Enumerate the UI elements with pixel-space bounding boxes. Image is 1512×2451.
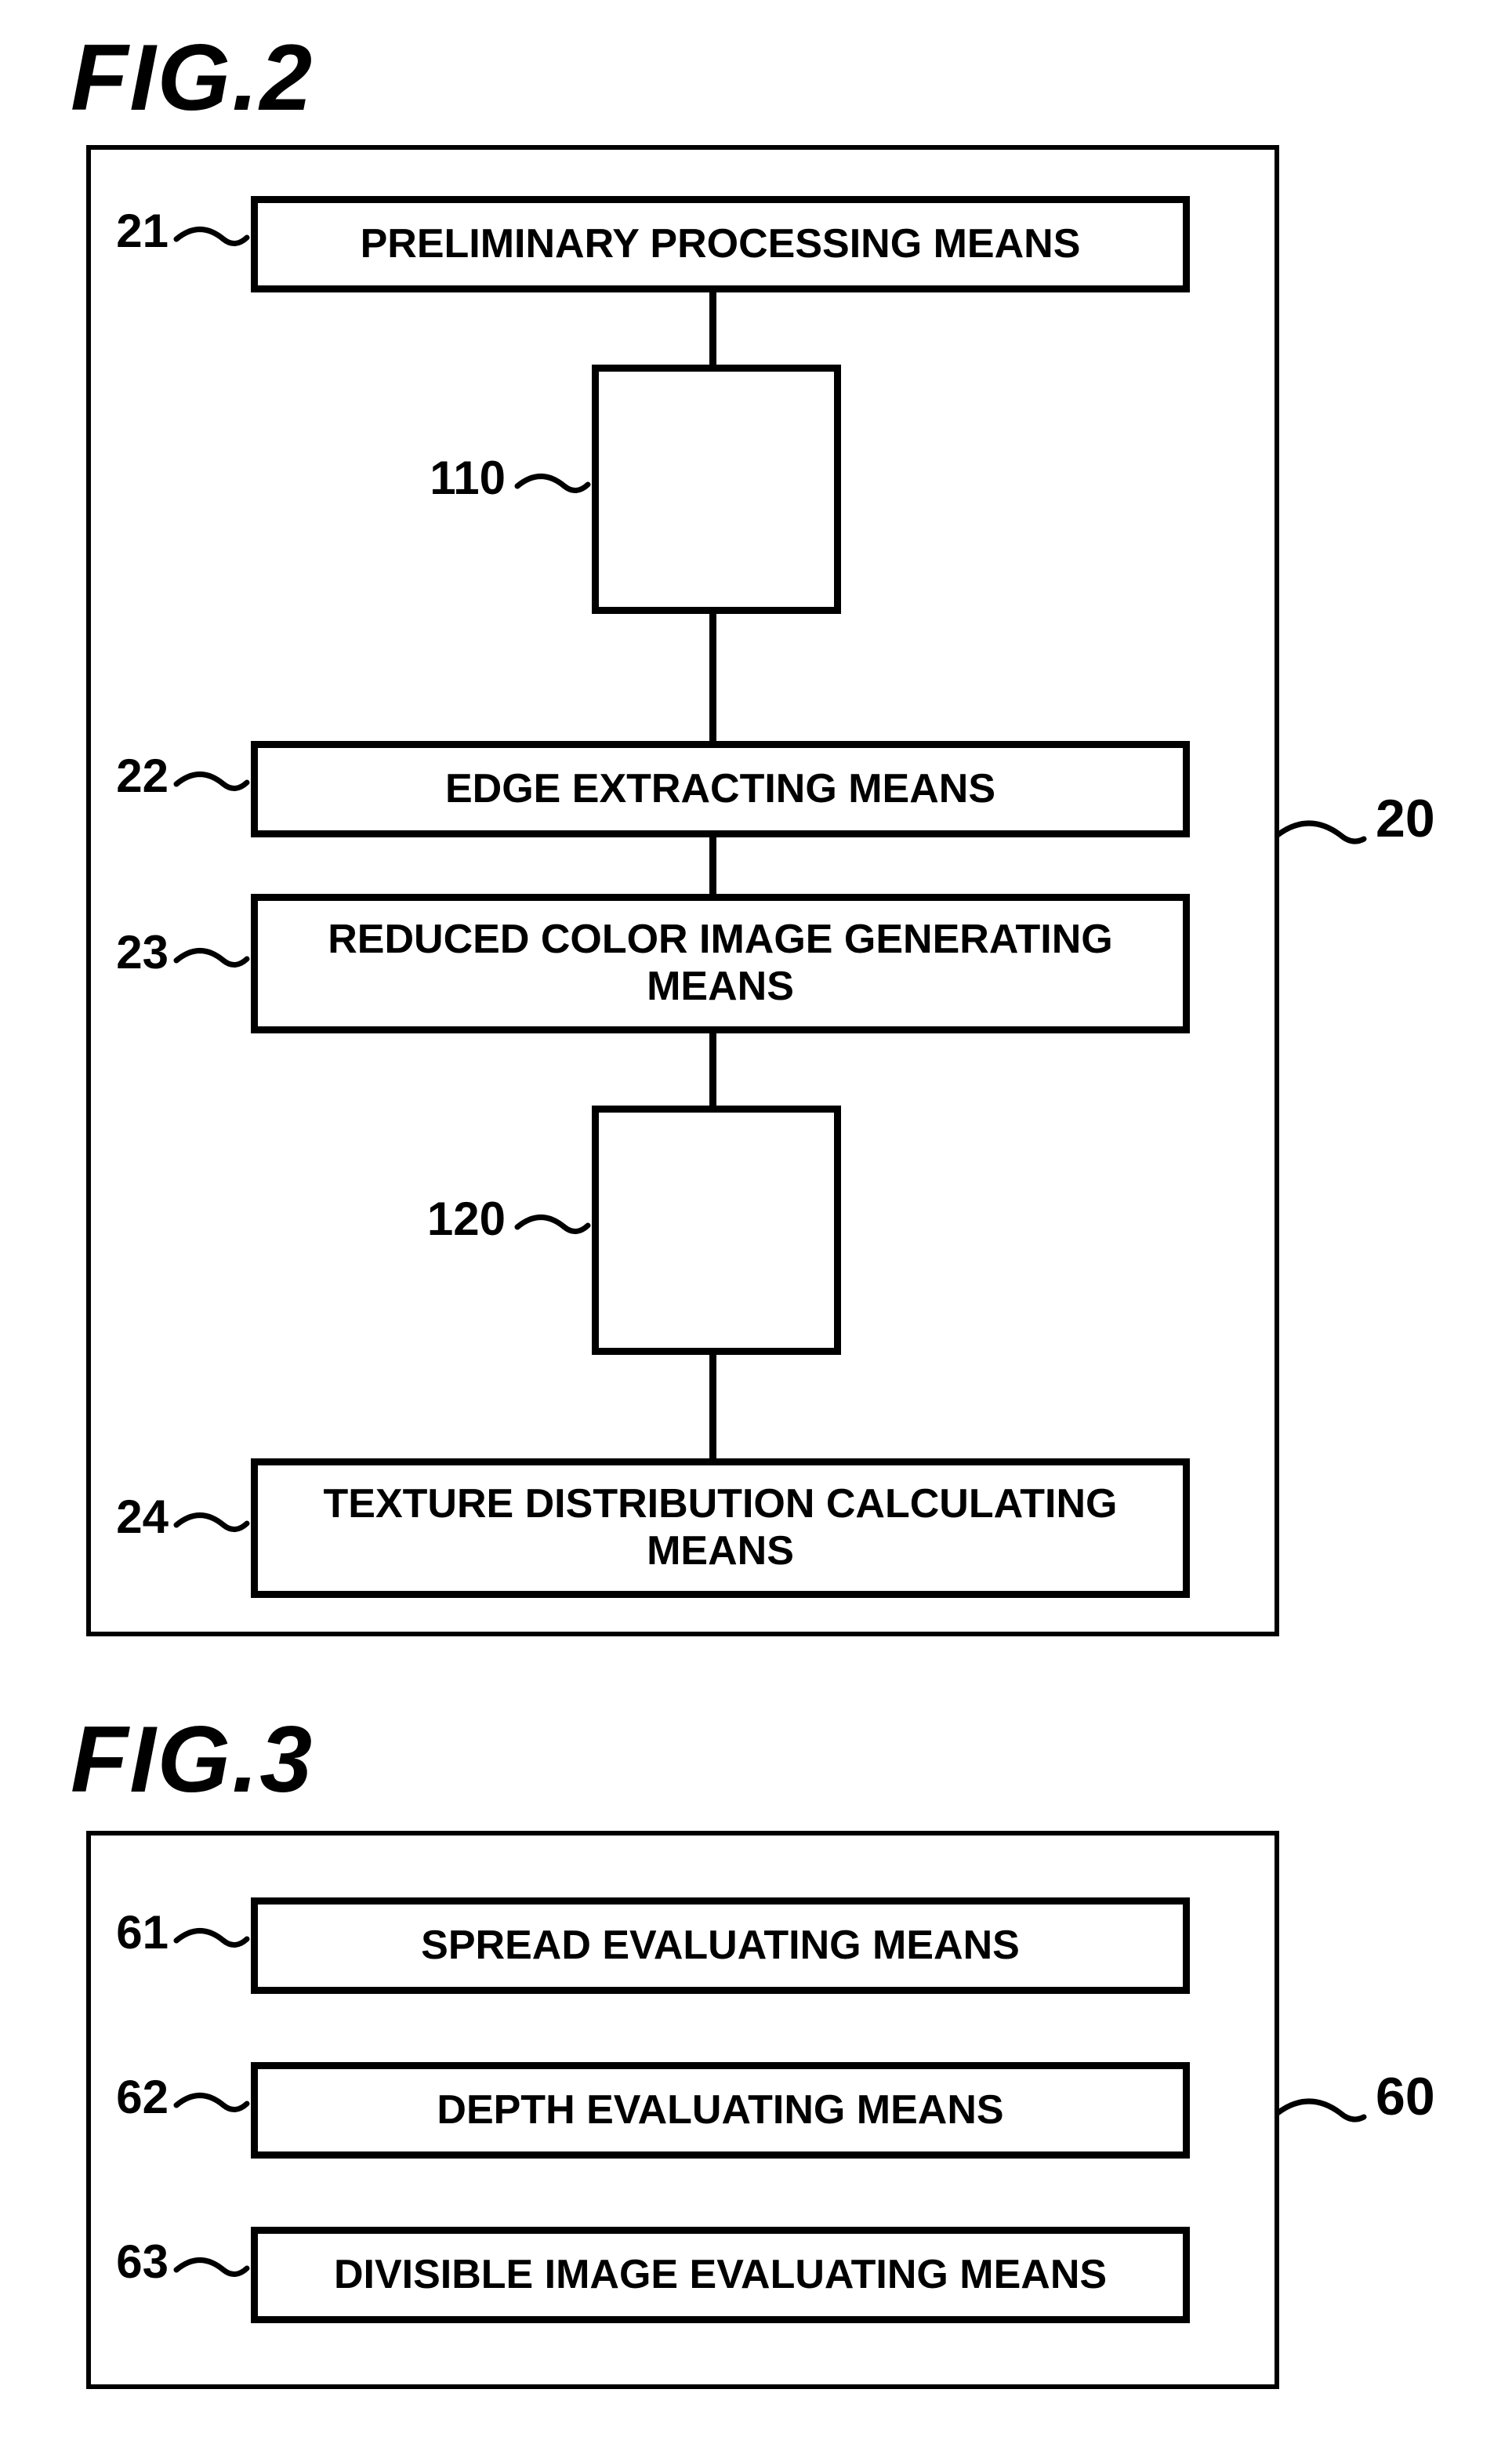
block-63-ref: 63 [102,2235,169,2289]
block-62: DEPTH EVALUATING MEANS [251,2062,1190,2159]
connector-21-110 [709,285,716,365]
block-22-text: EDGE EXTRACTING MEANS [445,766,995,813]
block-63: DIVISIBLE IMAGE EVALUATING MEANS [251,2227,1190,2323]
fig2-outer-tail [1274,808,1368,862]
block-21: PRELIMINARY PROCESSING MEANS [251,196,1190,292]
fig3-title: FIG.3 [71,1705,314,1814]
connector-110-22 [709,614,716,741]
block-23-text: REDUCED COLOR IMAGE GENERATING MEANS [258,917,1183,1011]
block-62-text: DEPTH EVALUATING MEANS [437,2087,1003,2134]
fig2-title: FIG.2 [71,24,314,132]
block-22-ref: 22 [102,749,169,803]
block-61: SPREAD EVALUATING MEANS [251,1897,1190,1994]
block-21-ref: 21 [102,204,169,258]
connector-22-23 [709,830,716,894]
connector-120-24 [709,1355,716,1458]
connector-23-120 [709,1026,716,1106]
block-61-text: SPREAD EVALUATING MEANS [421,1923,1020,1970]
block-23: REDUCED COLOR IMAGE GENERATING MEANS [251,894,1190,1033]
block-22: EDGE EXTRACTING MEANS [251,741,1190,837]
block-61-ref: 61 [102,1905,169,1959]
square-120 [592,1106,841,1355]
block-62-ref: 62 [102,2070,169,2124]
square-110-ref: 110 [400,451,506,505]
block-63-text: DIVISIBLE IMAGE EVALUATING MEANS [334,2252,1107,2299]
block-24-text: TEXTURE DISTRIBUTION CALCULATING MEANS [258,1481,1183,1575]
block-21-text: PRELIMINARY PROCESSING MEANS [361,221,1081,268]
block-23-ref: 23 [102,925,169,979]
square-120-ref: 120 [400,1192,506,1246]
fig2-outer-ref: 20 [1376,788,1435,849]
fig3-outer-ref: 60 [1376,2066,1435,2127]
square-110 [592,365,841,614]
block-24-ref: 24 [102,1490,169,1544]
block-24: TEXTURE DISTRIBUTION CALCULATING MEANS [251,1458,1190,1598]
fig3-outer-tail [1274,2086,1368,2141]
